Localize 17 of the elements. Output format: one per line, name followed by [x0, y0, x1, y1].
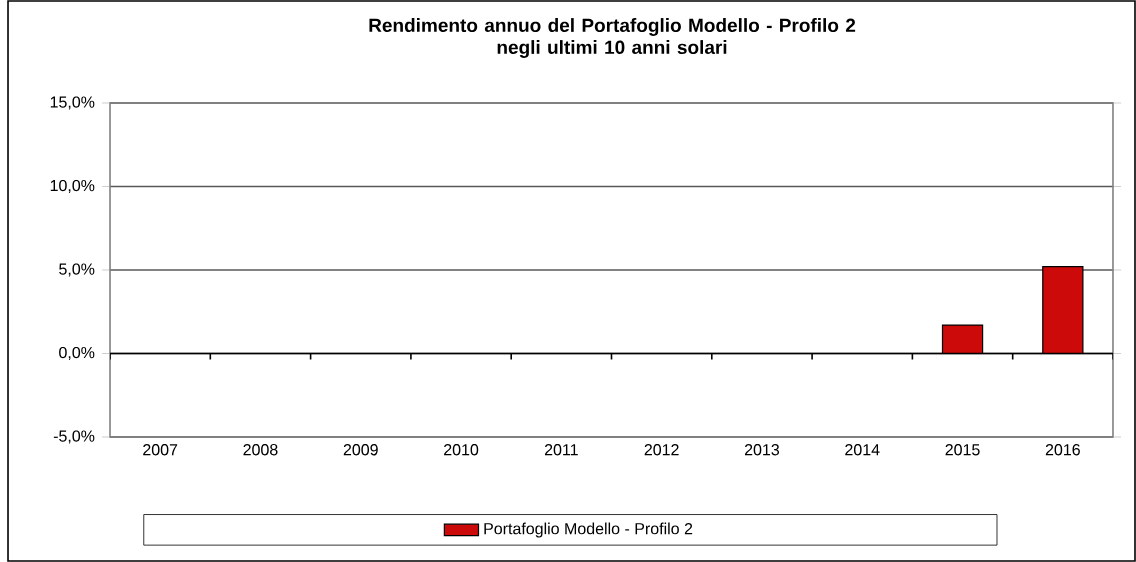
x-tick-label: 2014 [845, 444, 880, 456]
x-tick-label: 2008 [243, 444, 278, 456]
x-tick-label: 2013 [744, 444, 780, 456]
x-tick-label: 2011 [544, 444, 578, 456]
legend-label: Portafoglio Modello - Profilo 2 [484, 522, 693, 538]
x-tick-label: 2007 [143, 444, 178, 456]
y-tick-label: 10,0% [50, 179, 95, 194]
x-tick-label: 2012 [644, 444, 679, 456]
chart-title: Rendimento annuo del Portafoglio Modello - Profilo 2 negli ultimi 10 anni solari [369, 18, 856, 58]
y-tick-label: 0,0% [59, 346, 95, 361]
y-tick-label: 5,0% [59, 263, 95, 277]
x-tick-label: 2015 [945, 444, 980, 456]
y-tick-label: 15,0% [50, 96, 95, 110]
x-tick-label: 2010 [444, 444, 479, 456]
x-tick-label: 2009 [343, 444, 378, 456]
x-tick-label: 2016 [1045, 444, 1080, 456]
y-tick-label: -5,0% [53, 430, 95, 444]
